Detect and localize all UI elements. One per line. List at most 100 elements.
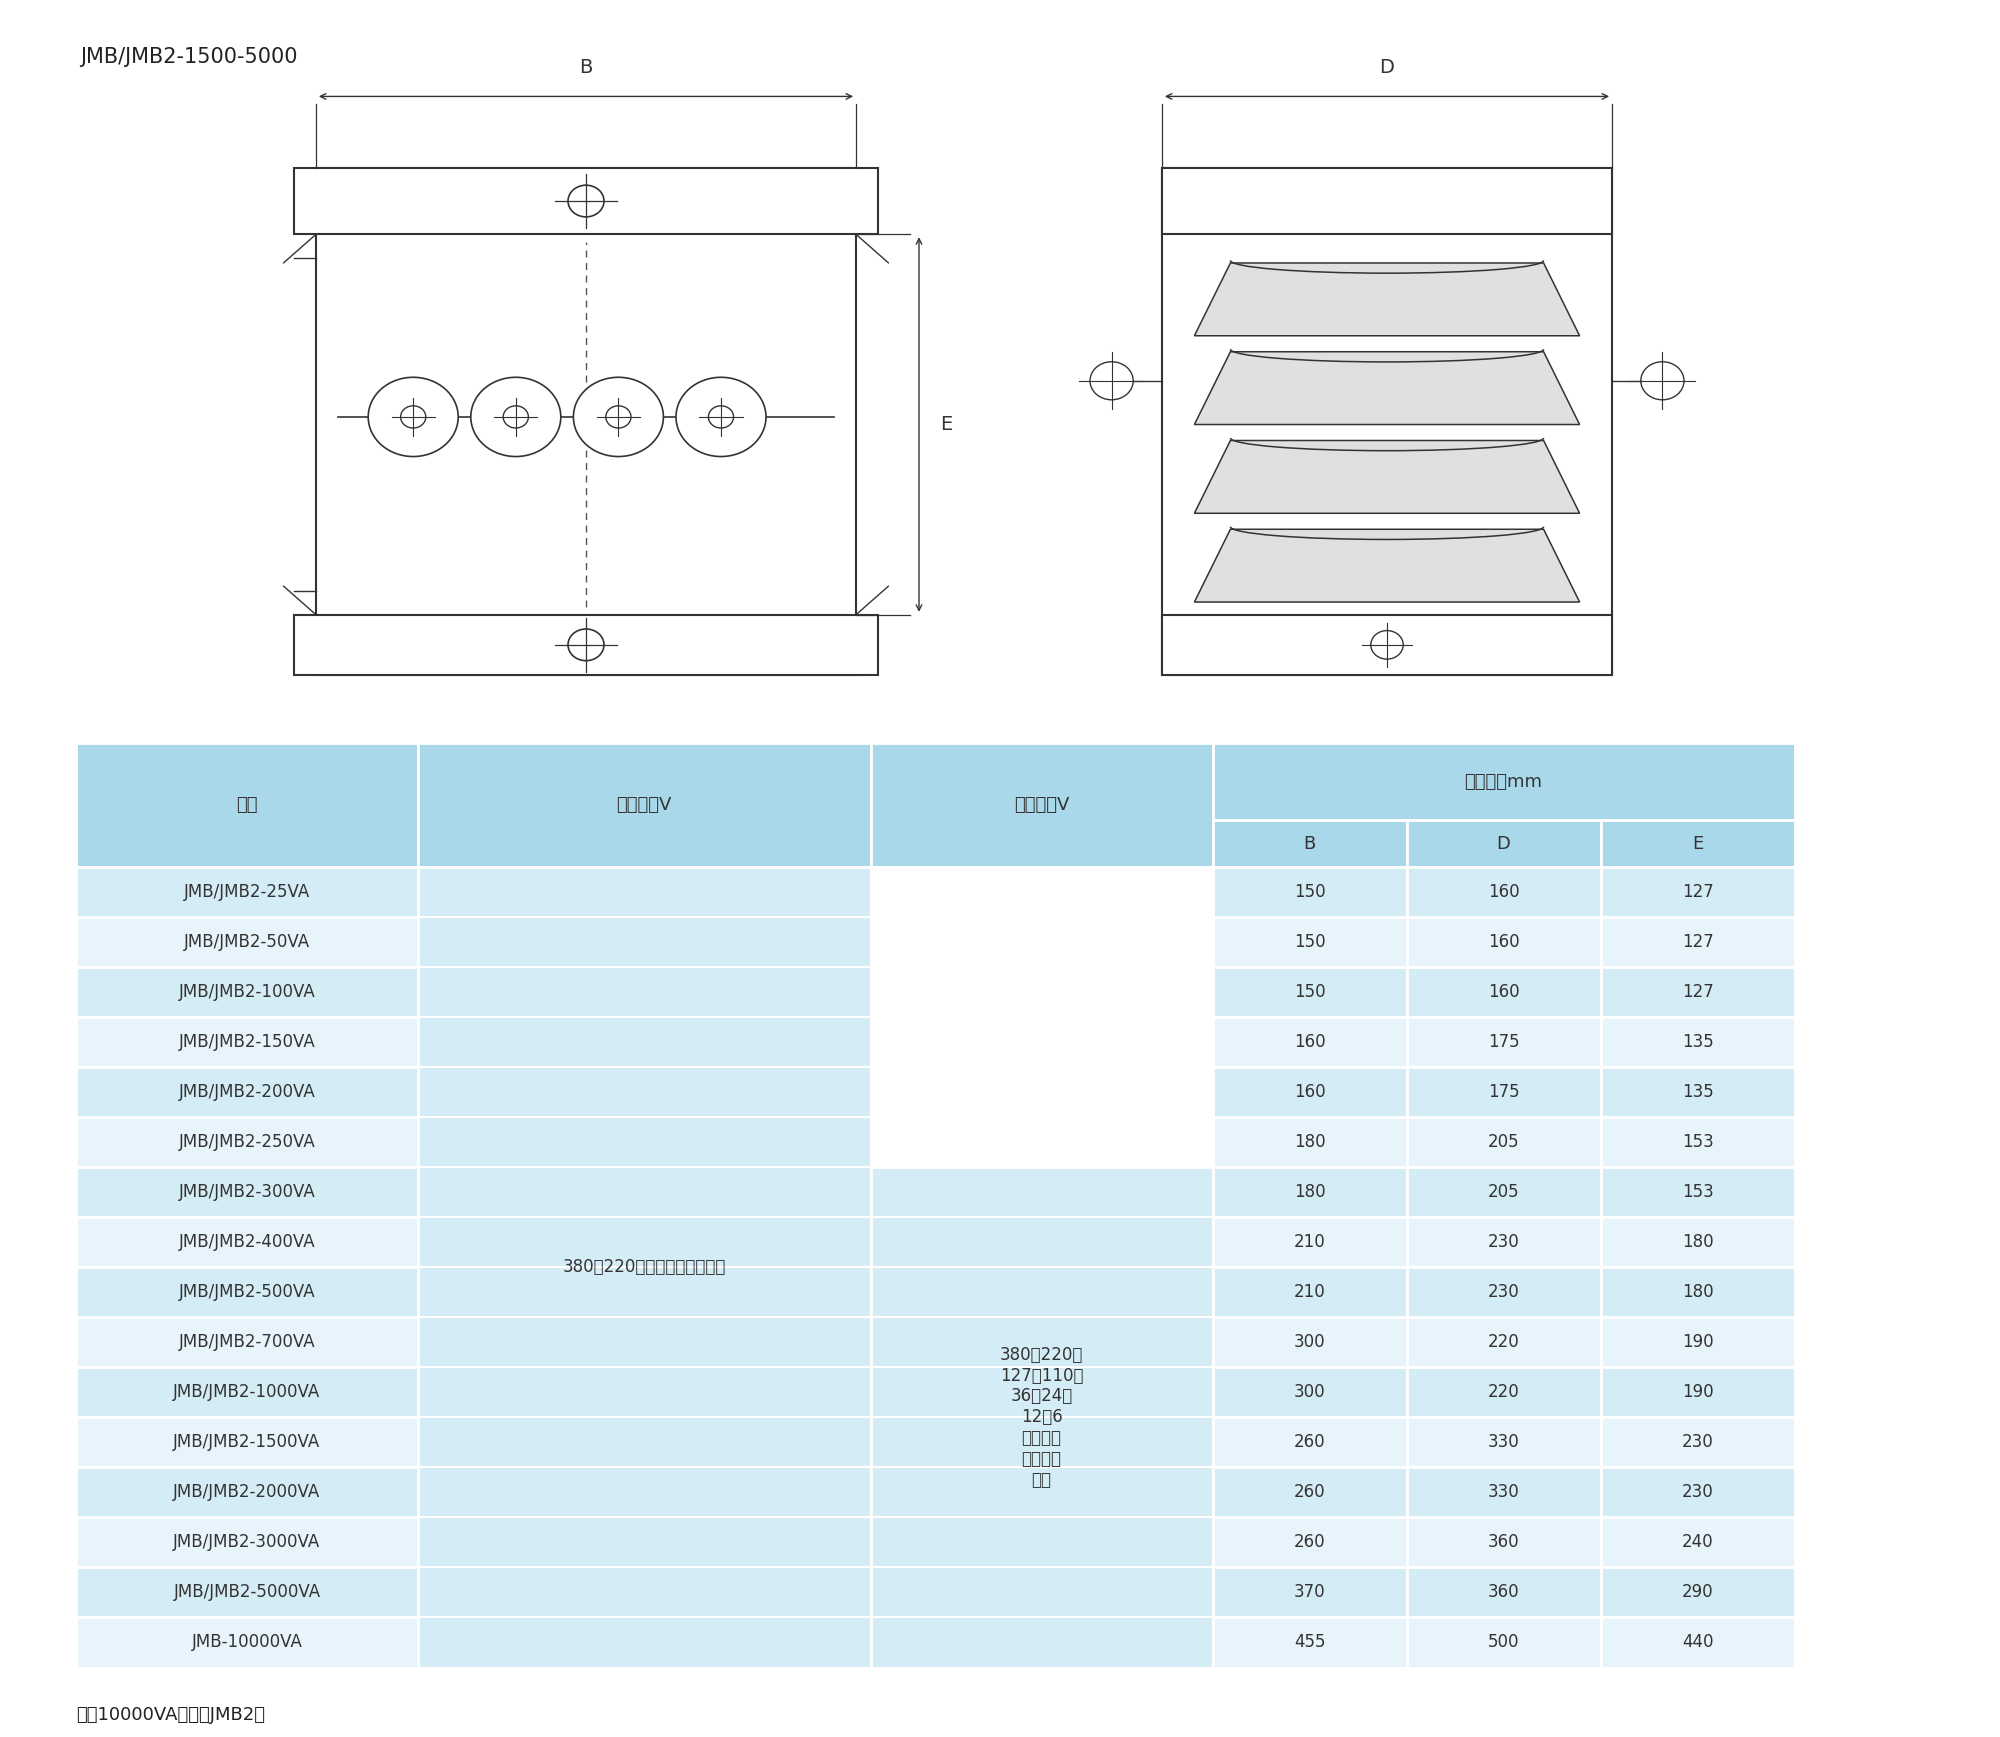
Bar [76, 743, 418, 867]
Text: 153: 153 [1682, 1133, 1714, 1152]
Bar [418, 917, 870, 968]
Text: 127: 127 [1682, 882, 1714, 902]
Text: 205: 205 [1488, 1183, 1520, 1200]
Text: 380、220、
127、110、
36、24、
12、6
或根据用
户需求而
定。: 380、220、 127、110、 36、24、 12、6 或根据用 户需求而 … [1000, 1346, 1084, 1489]
Bar [418, 867, 870, 1668]
Bar [418, 1167, 870, 1218]
Text: JMB/JMB2-2000VA: JMB/JMB2-2000VA [174, 1483, 320, 1501]
Text: E: E [1692, 834, 1704, 853]
Text: JMB/JMB2-25VA: JMB/JMB2-25VA [184, 882, 310, 902]
Bar [418, 1067, 870, 1117]
Bar [1212, 743, 1794, 820]
Text: 150: 150 [1294, 882, 1326, 902]
Bar [418, 743, 870, 867]
Text: 190: 190 [1682, 1383, 1714, 1402]
Text: 190: 190 [1682, 1334, 1714, 1351]
Bar [1600, 1016, 1794, 1067]
Text: 205: 205 [1488, 1133, 1520, 1152]
Text: 160: 160 [1294, 1034, 1326, 1051]
Text: 外形尺寸mm: 外形尺寸mm [1464, 773, 1542, 790]
Bar [1406, 1218, 1600, 1266]
Text: 330: 330 [1488, 1433, 1520, 1452]
Polygon shape [1194, 262, 1580, 335]
Bar [1600, 1117, 1794, 1167]
Bar [1406, 1266, 1600, 1317]
Text: B: B [580, 59, 592, 78]
Bar [1600, 1518, 1794, 1567]
Circle shape [470, 377, 560, 457]
Text: 127: 127 [1682, 983, 1714, 1001]
Polygon shape [1194, 530, 1580, 603]
Text: 300: 300 [1294, 1334, 1326, 1351]
Text: 230: 230 [1682, 1433, 1714, 1452]
Bar [1406, 1417, 1600, 1468]
Bar [1212, 1266, 1406, 1317]
Text: 210: 210 [1294, 1233, 1326, 1251]
Text: JMB/JMB2-1500-5000: JMB/JMB2-1500-5000 [80, 47, 298, 68]
Text: 160: 160 [1488, 983, 1520, 1001]
Bar [1406, 968, 1600, 1016]
Bar [1212, 1518, 1406, 1567]
Bar [1406, 1117, 1600, 1167]
Text: 260: 260 [1294, 1433, 1326, 1452]
Bar [870, 1518, 1212, 1567]
Text: 260: 260 [1294, 1534, 1326, 1551]
Bar [1212, 1167, 1406, 1218]
Text: 300: 300 [1294, 1383, 1326, 1402]
Bar [870, 1266, 1212, 1317]
Text: E: E [940, 415, 952, 434]
Text: JMB/JMB2-5000VA: JMB/JMB2-5000VA [174, 1584, 320, 1602]
Bar [1212, 1567, 1406, 1617]
Bar [418, 968, 870, 1016]
Bar [1600, 820, 1794, 867]
Bar [870, 1067, 1212, 1117]
Bar [870, 743, 1212, 867]
Bar [76, 1317, 418, 1367]
Bar [1212, 1117, 1406, 1167]
Bar [870, 1367, 1212, 1417]
Text: 370: 370 [1294, 1584, 1326, 1602]
Text: 330: 330 [1488, 1483, 1520, 1501]
Text: 220: 220 [1488, 1383, 1520, 1402]
Bar [1162, 168, 1612, 234]
Polygon shape [1194, 441, 1580, 514]
Bar [1212, 1218, 1406, 1266]
Text: 360: 360 [1488, 1534, 1520, 1551]
Circle shape [1370, 631, 1404, 658]
Bar [1212, 1417, 1406, 1468]
Bar [418, 1218, 870, 1266]
Bar [76, 1518, 418, 1567]
Bar [418, 1567, 870, 1617]
Circle shape [400, 406, 426, 427]
Text: 150: 150 [1294, 933, 1326, 950]
Text: 153: 153 [1682, 1183, 1714, 1200]
Bar [1600, 1617, 1794, 1668]
Bar [870, 917, 1212, 968]
Bar [870, 1567, 1212, 1617]
Bar [870, 1218, 1212, 1266]
Bar [1600, 1417, 1794, 1468]
Bar [1212, 1016, 1406, 1067]
Circle shape [504, 406, 528, 427]
Bar [1406, 1067, 1600, 1117]
Bar [1212, 1468, 1406, 1518]
Bar [76, 1617, 418, 1668]
Bar [870, 1117, 1212, 1167]
Bar [418, 1367, 870, 1417]
Bar [316, 168, 856, 676]
Bar [76, 968, 418, 1016]
Bar [870, 1317, 1212, 1367]
Bar [1406, 1518, 1600, 1567]
Bar [1406, 1167, 1600, 1218]
Text: 160: 160 [1294, 1082, 1326, 1101]
Bar [870, 1016, 1212, 1067]
Text: 180: 180 [1294, 1183, 1326, 1200]
Bar [1406, 1016, 1600, 1067]
Bar [1212, 917, 1406, 968]
Bar [1600, 917, 1794, 968]
Bar [1600, 867, 1794, 917]
Circle shape [568, 629, 604, 660]
Bar [418, 1117, 870, 1167]
Bar [418, 1317, 870, 1367]
Bar [1212, 1317, 1406, 1367]
